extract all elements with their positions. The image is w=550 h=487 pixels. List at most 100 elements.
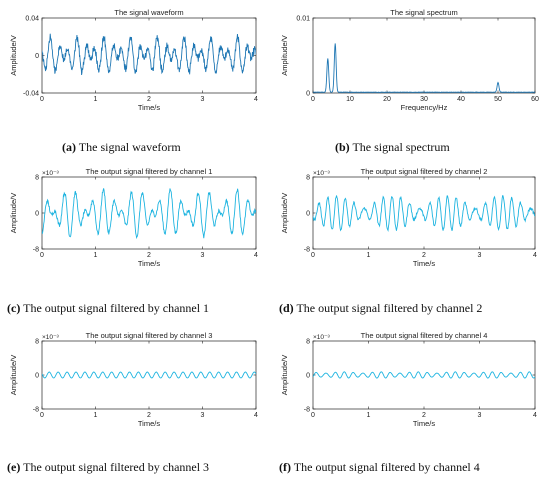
x-tick-label: 1 <box>94 252 98 259</box>
caption-text: The signal waveform <box>76 140 181 154</box>
y-tick-label: -8 <box>304 407 310 414</box>
series-line <box>313 371 535 379</box>
y-axis-label: Amplitude/V <box>9 35 18 75</box>
series-line <box>42 371 256 379</box>
x-tick-label: 3 <box>201 412 205 419</box>
y-tick-label: 0 <box>306 91 310 98</box>
axis-exponent-label: ×10⁻³ <box>42 334 59 341</box>
caption-label: (b) <box>335 140 350 154</box>
y-axis-label: Amplitude/V <box>280 35 289 75</box>
caption-label: (f) <box>279 460 291 474</box>
x-tick-label: 50 <box>494 96 502 103</box>
x-axis-label: Time/s <box>138 103 160 112</box>
plot-area <box>41 340 257 410</box>
x-tick-label: 2 <box>147 412 151 419</box>
y-tick-label: 8 <box>306 175 310 182</box>
x-tick-label: 1 <box>94 412 98 419</box>
caption-label: (a) <box>62 140 76 154</box>
x-tick-label: 4 <box>533 412 537 419</box>
x-tick-label: 30 <box>420 96 428 103</box>
y-axis-label: Amplitude/V <box>280 193 289 233</box>
x-tick-label: 2 <box>422 412 426 419</box>
x-tick-label: 0 <box>40 96 44 103</box>
x-tick-label: 4 <box>533 252 537 259</box>
panel-caption: (d) The output signal filtered by channe… <box>279 301 482 315</box>
x-tick-label: 3 <box>201 252 205 259</box>
axis-exponent-label: ×10⁻³ <box>313 170 330 177</box>
series-line <box>42 33 256 75</box>
x-tick-label: 1 <box>367 252 371 259</box>
x-tick-label: 0 <box>311 412 315 419</box>
x-axis-label: Time/s <box>138 259 160 268</box>
y-tick-label: -8 <box>33 407 39 414</box>
y-tick-label: 8 <box>35 175 39 182</box>
x-tick-label: 40 <box>457 96 465 103</box>
y-tick-label: 8 <box>306 339 310 346</box>
panel-caption: (a) The signal waveform <box>62 140 181 154</box>
y-tick-label: -8 <box>304 247 310 254</box>
caption-text: The signal spectrum <box>350 140 451 154</box>
y-axis-label: Amplitude/V <box>9 355 18 395</box>
x-tick-label: 4 <box>254 252 258 259</box>
chart-title: The signal spectrum <box>390 8 458 17</box>
x-tick-label: 0 <box>311 96 315 103</box>
x-tick-label: 0 <box>40 252 44 259</box>
x-tick-label: 2 <box>422 252 426 259</box>
caption-text: The output signal filtered by channel 4 <box>291 460 480 474</box>
plot-area <box>312 17 536 94</box>
x-tick-label: 4 <box>254 412 258 419</box>
caption-label: (d) <box>279 301 294 315</box>
x-axis-label: Time/s <box>413 259 435 268</box>
series-line <box>42 188 256 240</box>
y-tick-label: 0 <box>35 373 39 380</box>
panel-e: The output signal filtered by channel 3 ×… <box>7 331 258 474</box>
axis-exponent-label: ×10⁻³ <box>313 334 330 341</box>
x-axis-label: Time/s <box>413 419 435 428</box>
panel-f: The output signal filtered by channel 4 ×… <box>279 331 537 474</box>
plot-area <box>41 17 257 94</box>
y-tick-label: -0.04 <box>23 91 39 98</box>
x-axis-label: Frequency/Hz <box>401 103 448 112</box>
y-axis-label: Amplitude/V <box>9 193 18 233</box>
y-tick-label: 0 <box>35 211 39 218</box>
x-tick-label: 3 <box>201 96 205 103</box>
series-line <box>313 43 535 93</box>
series-line <box>313 195 535 233</box>
x-tick-label: 0 <box>40 412 44 419</box>
axis-exponent-label: ×10⁻³ <box>42 170 59 177</box>
x-tick-label: 1 <box>367 412 371 419</box>
y-tick-label: 0.04 <box>25 16 39 23</box>
plot-area <box>312 176 536 250</box>
x-tick-label: 20 <box>383 96 391 103</box>
panel-d: The output signal filtered by channel 2 ×… <box>279 167 537 315</box>
y-axis-label: Amplitude/V <box>280 355 289 395</box>
panel-b: The signal spectrum 0 10 20 30 40 50 60 0 0.01 Fre… <box>280 8 539 154</box>
chart-title: The output signal filtered by channel 1 <box>86 167 213 176</box>
x-tick-label: 0 <box>311 252 315 259</box>
y-tick-label: 0 <box>35 53 39 60</box>
panel-caption: (f) The output signal filtered by channe… <box>279 460 480 474</box>
panel-caption: (c) The output signal filtered by channe… <box>7 301 209 315</box>
chart-title: The output signal filtered by channel 4 <box>361 331 488 340</box>
panel-caption: (e) The output signal filtered by channe… <box>7 460 209 474</box>
y-tick-label: 0 <box>306 211 310 218</box>
panel-c: The output signal filtered by channel 1 ×… <box>7 167 258 315</box>
x-axis-label: Time/s <box>138 419 160 428</box>
y-tick-label: 0 <box>306 373 310 380</box>
y-tick-label: 8 <box>35 339 39 346</box>
chart-title: The output signal filtered by channel 2 <box>361 167 488 176</box>
x-tick-label: 3 <box>478 412 482 419</box>
y-tick-label: 0.01 <box>296 16 310 23</box>
caption-text: The output signal filtered by channel 1 <box>20 301 209 315</box>
x-tick-label: 1 <box>94 96 98 103</box>
chart-title: The output signal filtered by channel 3 <box>86 331 213 340</box>
y-tick-label: -8 <box>33 247 39 254</box>
caption-text: The output signal filtered by channel 2 <box>294 301 483 315</box>
caption-label: (c) <box>7 301 20 315</box>
chart-title: The signal waveform <box>114 8 183 17</box>
x-tick-label: 60 <box>531 96 539 103</box>
x-tick-label: 10 <box>346 96 354 103</box>
x-tick-label: 3 <box>478 252 482 259</box>
